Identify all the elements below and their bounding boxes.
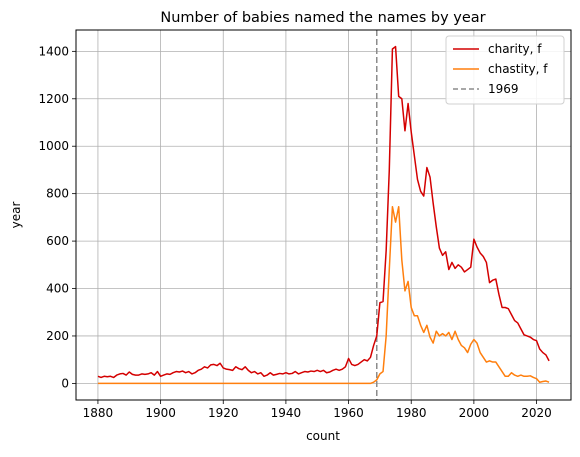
y-tick-label: 1000 xyxy=(38,139,69,153)
y-tick-label: 1200 xyxy=(38,92,69,106)
x-tick-label: 2020 xyxy=(521,406,552,420)
legend-entry-charity-label: charity, f xyxy=(488,42,542,56)
legend-entry-1969-label: 1969 xyxy=(488,82,519,96)
y-axis: 0 200 400 600 800 1000 1200 1400 xyxy=(38,44,76,390)
y-tick-label: 200 xyxy=(46,329,69,343)
legend: charity, f chastity, f 1969 xyxy=(445,35,565,105)
x-tick-label: 1880 xyxy=(83,406,114,420)
x-tick-label: 1980 xyxy=(396,406,427,420)
y-tick-label: 800 xyxy=(46,187,69,201)
y-tick-label: 600 xyxy=(46,234,69,248)
x-tick-label: 1900 xyxy=(145,406,176,420)
x-axis-label: count xyxy=(306,429,340,443)
series-line-charity xyxy=(97,45,550,379)
y-tick-label: 1400 xyxy=(38,44,69,58)
plot-frame xyxy=(75,29,572,401)
series-line-chastity xyxy=(97,205,550,385)
legend-box xyxy=(445,35,565,105)
x-tick-label: 1940 xyxy=(271,406,302,420)
y-tick-label: 0 xyxy=(61,376,69,390)
chart-title: Number of babies named the names by year xyxy=(160,10,485,26)
legend-entry-chastity-label: chastity, f xyxy=(488,62,548,76)
series-group xyxy=(97,45,550,385)
x-tick-label: 2000 xyxy=(459,406,490,420)
y-axis-label: year xyxy=(9,202,23,229)
grid xyxy=(76,30,571,400)
x-tick-label: 1960 xyxy=(333,406,364,420)
x-tick-label: 1920 xyxy=(208,406,239,420)
y-tick-label: 400 xyxy=(46,282,69,296)
x-axis: 1880 1900 1920 1940 1960 1980 2000 2020 xyxy=(83,400,552,420)
